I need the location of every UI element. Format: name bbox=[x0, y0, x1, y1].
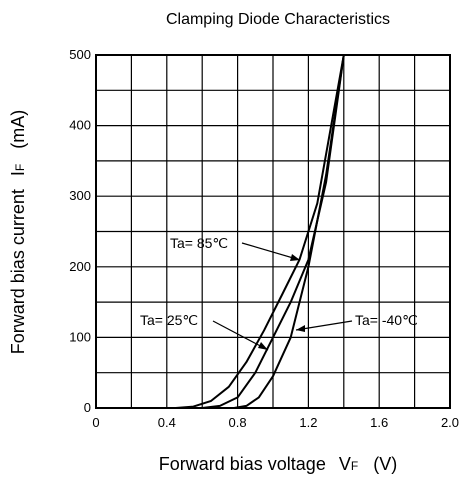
series-label-25c-leader bbox=[212, 320, 269, 351]
series-label-85c-leader bbox=[241, 242, 301, 261]
y-tick-label: 100 bbox=[69, 329, 91, 344]
x-axis-label: Forward bias voltage VF (V) bbox=[159, 454, 397, 474]
y-tick-label: 300 bbox=[69, 188, 91, 203]
series-label-25c: Ta= 25℃ bbox=[140, 312, 198, 328]
x-tick-labels: 0 0.4 0.8 1.2 1.6 2.0 bbox=[92, 415, 459, 430]
series-label-minus40c-arrowhead bbox=[296, 325, 305, 332]
chart-title: Clamping Diode Characteristics bbox=[166, 11, 390, 28]
x-tick-label: 0 bbox=[92, 415, 99, 430]
y-tick-label: 0 bbox=[84, 400, 91, 415]
series-label-85c: Ta= 85℃ bbox=[170, 235, 228, 251]
x-tick-label: 0.4 bbox=[158, 415, 176, 430]
y-tick-label: 400 bbox=[69, 118, 91, 133]
series-label-minus40c: Ta= -40℃ bbox=[355, 312, 418, 328]
series-label-25c-arrowhead bbox=[258, 342, 268, 350]
y-tick-label: 500 bbox=[69, 47, 91, 62]
grid bbox=[96, 55, 450, 408]
plot-frame bbox=[95, 54, 451, 409]
x-tick-label: 1.2 bbox=[299, 415, 317, 430]
y-axis-label: Forward bias current IF (mA) bbox=[8, 110, 28, 354]
series-label-minus40c-leader bbox=[295, 320, 353, 331]
x-tick-label: 1.6 bbox=[370, 415, 388, 430]
y-tick-label: 200 bbox=[69, 259, 91, 274]
series-label-85c-arrowhead bbox=[290, 254, 300, 261]
x-tick-label: 2.0 bbox=[441, 415, 459, 430]
x-tick-label: 0.8 bbox=[229, 415, 247, 430]
y-tick-labels: 0 100 200 300 400 500 bbox=[69, 47, 91, 415]
